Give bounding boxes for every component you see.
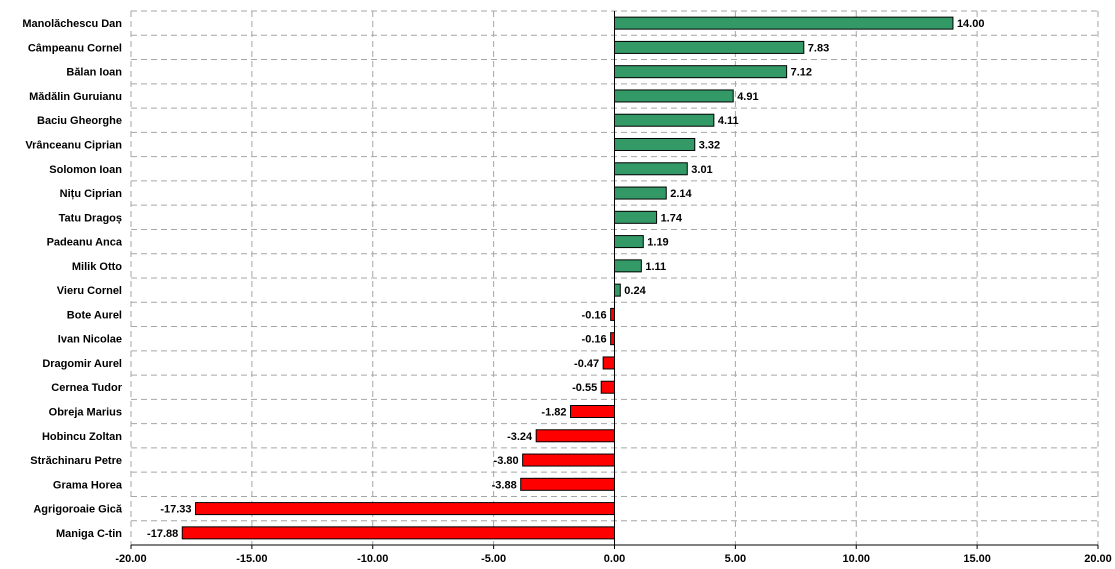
category-label: Nițu Ciprian	[60, 188, 123, 200]
category-label: Maniga C-tin	[56, 528, 122, 540]
x-tick-label: 20.00	[1084, 553, 1112, 565]
data-label: 7.83	[808, 42, 829, 54]
category-label: Grama Horea	[53, 479, 123, 491]
bar	[615, 211, 657, 223]
bar	[615, 41, 804, 53]
bar	[603, 357, 614, 369]
bar	[615, 66, 787, 78]
data-label: 1.11	[645, 261, 666, 273]
category-label: Manolăchescu Dan	[22, 18, 122, 30]
x-tick-label: -15.00	[236, 553, 267, 565]
bar	[615, 114, 714, 126]
category-label: Hobincu Zoltan	[42, 431, 122, 443]
category-label: Mădălin Guruianu	[29, 91, 122, 103]
bar	[615, 17, 953, 29]
data-label: 3.01	[691, 164, 712, 176]
category-label: Bălan Ioan	[66, 67, 122, 79]
bar	[615, 163, 688, 175]
bar	[611, 308, 615, 320]
bar	[536, 430, 614, 442]
data-label: 0.24	[624, 285, 646, 297]
bar	[615, 139, 695, 151]
category-label: Solomon Ioan	[49, 164, 122, 176]
bar	[521, 478, 615, 490]
bar	[615, 260, 642, 272]
x-tick-label: -20.00	[115, 553, 146, 565]
data-label: 4.91	[737, 91, 758, 103]
category-label: Străchinaru Petre	[30, 455, 122, 467]
bar	[611, 333, 615, 345]
bar	[196, 503, 615, 515]
category-label: Câmpeanu Cornel	[28, 42, 122, 54]
category-label: Dragomir Aurel	[42, 358, 122, 370]
category-label: Baciu Gheorghe	[37, 115, 122, 127]
x-tick-label: 0.00	[604, 553, 625, 565]
category-label: Ivan Nicolae	[58, 334, 122, 346]
category-label: Milik Otto	[72, 261, 122, 273]
data-label: -3.80	[494, 455, 519, 467]
bar	[615, 90, 734, 102]
bar	[182, 527, 614, 539]
data-label: 7.12	[791, 67, 812, 79]
data-label: 1.19	[647, 237, 668, 249]
axes	[131, 11, 1098, 549]
x-tick-label: 10.00	[842, 553, 870, 565]
data-label: 1.74	[661, 212, 683, 224]
data-label: 3.32	[699, 140, 720, 152]
category-label: Bote Aurel	[67, 309, 122, 321]
data-label: 4.11	[718, 115, 739, 127]
bar	[615, 284, 621, 296]
bars	[182, 17, 953, 539]
data-label: -0.16	[582, 334, 607, 346]
x-tick-label: 15.00	[963, 553, 991, 565]
category-label: Tatu Dragoș	[59, 212, 122, 224]
data-label: -17.33	[160, 504, 191, 516]
x-tick-label: 5.00	[725, 553, 746, 565]
data-label: -0.55	[572, 382, 597, 394]
category-label: Padeanu Anca	[47, 237, 123, 249]
x-tick-label: -5.00	[481, 553, 506, 565]
bar	[571, 406, 615, 418]
x-tick-label: -10.00	[357, 553, 388, 565]
data-label: -1.82	[541, 407, 566, 419]
category-label: Agrigoroaie Gică	[33, 504, 123, 516]
bar	[601, 381, 614, 393]
data-label: -3.24	[507, 431, 533, 443]
data-label: 14.00	[957, 18, 985, 30]
bar	[615, 187, 667, 199]
category-label: Obreja Marius	[49, 407, 122, 419]
data-label: -3.88	[492, 479, 517, 491]
category-label: Vrânceanu Ciprian	[25, 140, 122, 152]
bar	[615, 236, 644, 248]
category-label: Vieru Cornel	[57, 285, 122, 297]
data-label: 2.14	[670, 188, 692, 200]
data-label: -0.47	[574, 358, 599, 370]
data-label: -0.16	[582, 309, 607, 321]
data-label: -17.88	[147, 528, 178, 540]
bar	[523, 454, 615, 466]
category-label: Cernea Tudor	[51, 382, 122, 394]
